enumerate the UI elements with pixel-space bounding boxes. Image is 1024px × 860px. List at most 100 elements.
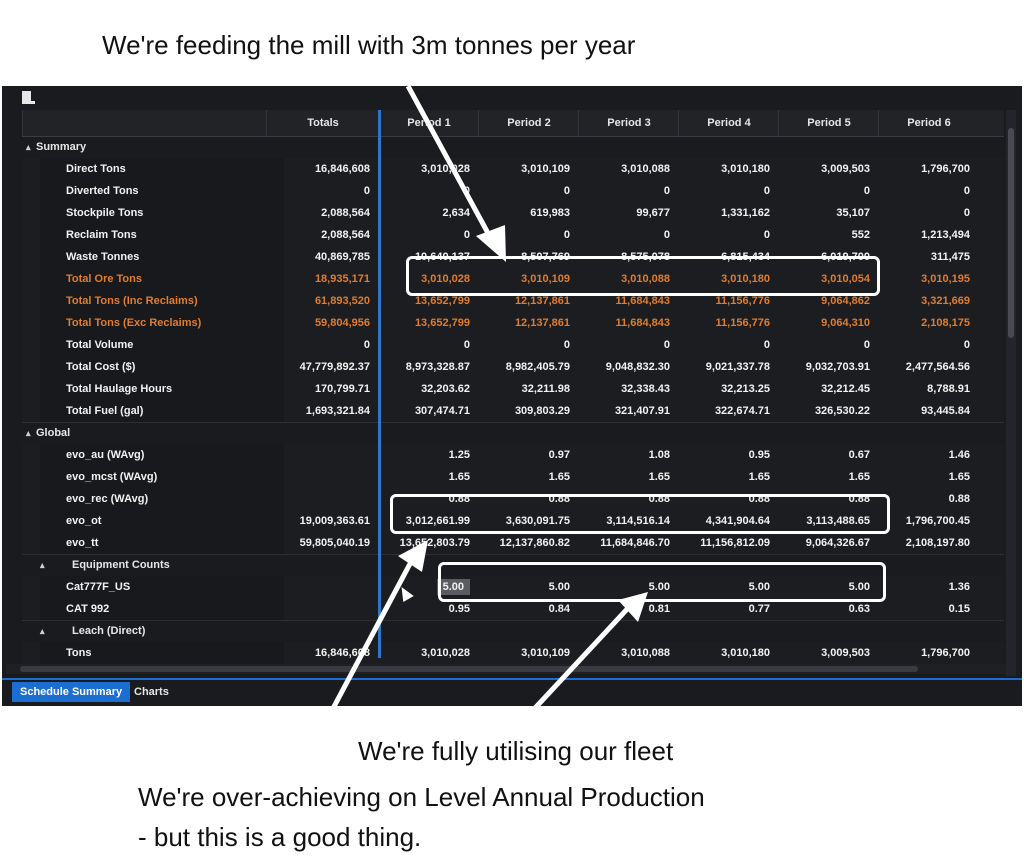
table-cell[interactable]: 2,088,564 bbox=[321, 229, 370, 241]
group-header-row[interactable]: ▴ Leach (Direct) bbox=[22, 620, 1004, 643]
table-cell[interactable]: 3,010,180 bbox=[721, 647, 770, 659]
column-header-period-1[interactable]: Period 1 bbox=[378, 110, 479, 136]
table-cell[interactable]: 0 bbox=[463, 339, 470, 351]
table-cell[interactable]: 13,652,803.79 bbox=[399, 537, 470, 549]
table-cell[interactable]: 2,088,564 bbox=[321, 207, 370, 219]
table-cell[interactable]: 61,893,520 bbox=[314, 295, 370, 307]
table-cell[interactable]: 9,032,703.91 bbox=[805, 361, 870, 373]
table-row[interactable]: Reclaim Tons 2,088,564 0 0 0 0 552 1,213,494 bbox=[22, 224, 1004, 247]
table-cell[interactable]: 1.65 bbox=[648, 471, 670, 483]
table-cell[interactable]: 0 bbox=[563, 229, 570, 241]
table-cell[interactable]: 59,805,040.19 bbox=[299, 537, 370, 549]
table-cell[interactable]: 11,684,843 bbox=[615, 317, 670, 329]
table-cell[interactable]: 322,674.71 bbox=[714, 405, 770, 417]
table-cell[interactable]: 47,779,892.37 bbox=[299, 361, 370, 373]
table-cell[interactable]: 5.00 bbox=[648, 581, 670, 593]
tab-charts[interactable]: Charts bbox=[134, 686, 169, 698]
document-icon[interactable] bbox=[22, 91, 35, 104]
table-cell[interactable]: 12,137,860.82 bbox=[499, 537, 570, 549]
table-cell[interactable]: 3,009,503 bbox=[821, 647, 870, 659]
table-cell[interactable]: 1,796,700 bbox=[921, 647, 970, 659]
table-cell[interactable]: 3,010,088 bbox=[621, 273, 670, 285]
group-header-row[interactable]: ▴ Global bbox=[22, 422, 1004, 445]
table-cell[interactable]: 321,407.91 bbox=[614, 405, 670, 417]
table-row[interactable]: Total Haulage Hours 170,799.71 32,203.62 32… bbox=[22, 378, 1004, 401]
table-cell[interactable] bbox=[266, 466, 378, 488]
table-cell[interactable]: 170,799.71 bbox=[314, 383, 370, 395]
table-cell[interactable]: 11,684,846.70 bbox=[600, 537, 670, 549]
table-cell[interactable]: 59,804,956 bbox=[314, 317, 370, 329]
group-header[interactable]: ▴ Leach (Direct) bbox=[40, 620, 145, 642]
table-cell[interactable]: 619,983 bbox=[530, 207, 570, 219]
table-cell[interactable]: 9,021,337.78 bbox=[705, 361, 770, 373]
table-cell[interactable]: 0.67 bbox=[848, 449, 870, 461]
table-cell[interactable]: 12,137,861 bbox=[514, 295, 570, 307]
table-cell[interactable]: 19,009,363.61 bbox=[299, 515, 370, 527]
table-cell[interactable]: 40,869,785 bbox=[314, 251, 370, 263]
table-cell[interactable]: 2,477,564.56 bbox=[905, 361, 970, 373]
table-cell[interactable]: 552 bbox=[851, 229, 870, 241]
table-row[interactable]: Total Volume 0 0 0 0 0 0 0 bbox=[22, 334, 1004, 357]
table-cell[interactable]: 3,009,503 bbox=[821, 163, 870, 175]
column-header-blank[interactable] bbox=[22, 110, 267, 136]
collapse-caret-icon[interactable]: ▴ bbox=[40, 560, 45, 570]
table-cell[interactable]: 326,530.22 bbox=[814, 405, 870, 417]
table-cell[interactable]: 3,010,195 bbox=[921, 273, 970, 285]
table-row[interactable]: Total Tons (Exc Reclaims) 59,804,956 13,65… bbox=[22, 312, 1004, 335]
vertical-scrollbar[interactable] bbox=[1006, 110, 1016, 676]
table-cell[interactable]: 1.08 bbox=[648, 449, 670, 461]
table-row[interactable]: Direct Tons 16,846,608 3,010,028 3,010,109 3… bbox=[22, 158, 1004, 181]
table-cell[interactable]: 0 bbox=[363, 185, 370, 197]
table-row[interactable]: evo_mcst (WAvg) 1.65 1.65 1.65 1.65 1.65 1.65 bbox=[22, 466, 1004, 489]
table-row[interactable]: Tons 16,846,608 3,010,028 3,010,109 3,010,08… bbox=[22, 642, 1004, 665]
table-row[interactable]: Total Ore Tons 18,935,171 3,010,028 3,010,1… bbox=[22, 268, 1004, 291]
table-row[interactable]: Stockpile Tons 2,088,564 2,634 619,983 99,67… bbox=[22, 202, 1004, 225]
table-cell[interactable]: 1,796,700 bbox=[921, 163, 970, 175]
table-cell[interactable]: 32,211.98 bbox=[521, 383, 570, 395]
table-cell[interactable]: 13,652,799 bbox=[414, 317, 470, 329]
tab-schedule-summary[interactable]: Schedule Summary bbox=[12, 682, 131, 702]
table-cell[interactable]: 1,796,700.45 bbox=[905, 515, 970, 527]
table-cell-selected[interactable]: 5.00 bbox=[378, 576, 478, 598]
table-cell[interactable]: 9,064,326.67 bbox=[805, 537, 870, 549]
table-cell[interactable]: 0.63 bbox=[848, 603, 870, 615]
column-header-totals[interactable]: Totals bbox=[266, 110, 379, 136]
collapse-caret-icon[interactable]: ▴ bbox=[40, 626, 45, 636]
table-cell[interactable]: 1.65 bbox=[848, 471, 870, 483]
table-cell[interactable]: 99,677 bbox=[636, 207, 670, 219]
table-cell[interactable]: 0.77 bbox=[748, 603, 770, 615]
table-cell[interactable]: 9,064,862 bbox=[821, 295, 870, 307]
table-cell[interactable]: 3,010,088 bbox=[621, 647, 670, 659]
table-cell[interactable]: 3,114,516.14 bbox=[606, 515, 670, 527]
table-cell[interactable]: 0 bbox=[763, 229, 770, 241]
table-cell[interactable]: 11,684,843 bbox=[615, 295, 670, 307]
table-cell[interactable]: 3,010,028 bbox=[421, 163, 470, 175]
table-cell[interactable]: 0 bbox=[663, 339, 670, 351]
table-cell[interactable]: 3,010,109 bbox=[521, 163, 570, 175]
table-cell[interactable]: 3,321,669 bbox=[921, 295, 970, 307]
table-cell[interactable]: 3,010,054 bbox=[821, 273, 870, 285]
table-cell[interactable] bbox=[266, 488, 378, 510]
table-cell[interactable]: 309,803.29 bbox=[514, 405, 570, 417]
table-cell[interactable]: 0 bbox=[963, 185, 970, 197]
table-cell[interactable] bbox=[266, 598, 378, 620]
table-cell[interactable]: 3,010,109 bbox=[521, 647, 570, 659]
vertical-scroll-thumb[interactable] bbox=[1008, 128, 1014, 338]
table-cell[interactable]: 0 bbox=[763, 185, 770, 197]
table-cell[interactable]: 3,010,028 bbox=[421, 273, 470, 285]
group-header[interactable]: ▴ Global bbox=[26, 422, 70, 444]
table-cell[interactable]: 18,935,171 bbox=[314, 273, 370, 285]
table-cell[interactable]: 0 bbox=[963, 339, 970, 351]
table-cell[interactable]: 0 bbox=[763, 339, 770, 351]
table-cell[interactable]: 1.65 bbox=[748, 471, 770, 483]
table-cell[interactable]: 8,973,328.87 bbox=[405, 361, 470, 373]
table-cell[interactable]: 0.95 bbox=[748, 449, 770, 461]
table-cell[interactable]: 307,474.71 bbox=[414, 405, 470, 417]
table-cell[interactable]: 93,445.84 bbox=[921, 405, 970, 417]
horizontal-scrollbar[interactable] bbox=[6, 664, 1006, 674]
table-cell[interactable]: 0.88 bbox=[948, 493, 970, 505]
table-cell[interactable]: 5.00 bbox=[848, 581, 870, 593]
table-cell[interactable]: 0.15 bbox=[948, 603, 970, 615]
table-cell[interactable]: 1.65 bbox=[548, 471, 570, 483]
table-cell[interactable]: 9,064,310 bbox=[821, 317, 870, 329]
